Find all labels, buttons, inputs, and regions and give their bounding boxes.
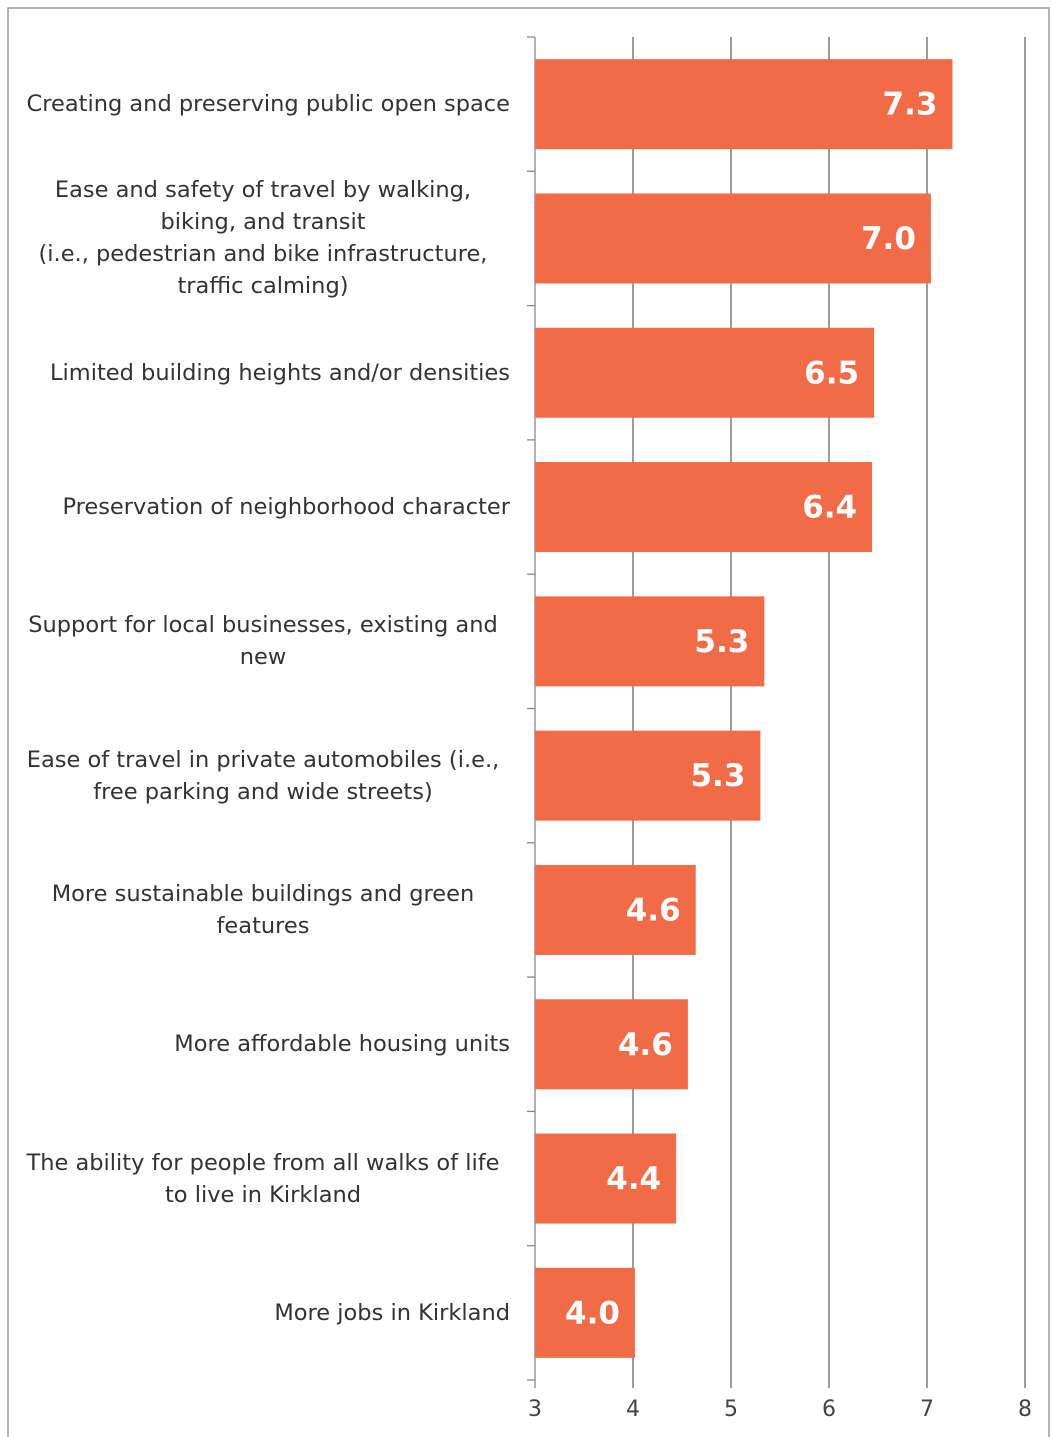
category-label-box: The ability for people from all walks of… (16, 1111, 510, 1245)
chart-frame (7, 7, 1050, 1437)
value-label: 4.4 (606, 1161, 661, 1197)
bar (535, 59, 953, 150)
y-tick-label: Ease and safety of travel by walking, bi… (38, 177, 488, 300)
value-label: 6.5 (804, 355, 859, 391)
bar (535, 462, 873, 553)
x-tick-label: 5 (724, 1397, 738, 1422)
bar (535, 596, 765, 687)
category-label-box: More jobs in Kirkland (16, 1246, 510, 1380)
value-label: 5.3 (690, 758, 745, 794)
category-label-box: Ease of travel in private automobiles (i… (16, 709, 510, 843)
y-tick-label: The ability for people from all walks of… (26, 1149, 500, 1208)
bar (535, 864, 696, 955)
value-label: 7.0 (861, 221, 916, 257)
value-label: 4.6 (618, 1027, 673, 1063)
y-tick-label: More sustainable buildings and green fea… (51, 880, 475, 939)
category-label-box: More affordable housing units (16, 977, 510, 1111)
category-label-box: More sustainable buildings and green fea… (16, 843, 510, 977)
category-label-box: Ease and safety of travel by walking, bi… (16, 171, 510, 305)
value-label: 4.0 (565, 1295, 620, 1331)
value-label: 5.3 (694, 624, 749, 660)
bar (535, 730, 761, 821)
y-tick-label: Preservation of neighborhood character (62, 494, 510, 521)
bar (535, 999, 688, 1090)
bar (535, 193, 931, 284)
x-tick-label: 4 (626, 1397, 640, 1422)
bar (535, 327, 875, 418)
value-label: 4.6 (626, 892, 681, 928)
category-label-box: Preservation of neighborhood character (16, 440, 510, 574)
y-tick-label: Limited building heights and/or densitie… (50, 359, 510, 386)
bar (535, 1267, 635, 1358)
x-tick-label: 3 (528, 1397, 542, 1422)
category-label-box: Creating and preserving public open spac… (16, 37, 510, 171)
x-tick-label: 8 (1018, 1397, 1032, 1422)
x-tick-label: 6 (822, 1397, 836, 1422)
category-label-box: Support for local businesses, existing a… (16, 574, 510, 708)
bar (535, 1133, 677, 1224)
y-tick-label: Creating and preserving public open spac… (26, 91, 510, 118)
x-tick-label: 7 (920, 1397, 934, 1422)
y-tick-label: Ease of travel in private automobiles (i… (26, 746, 500, 805)
category-label-box: Limited building heights and/or densitie… (16, 306, 510, 440)
value-label: 7.3 (883, 87, 938, 123)
y-tick-label: More affordable housing units (174, 1031, 510, 1058)
y-tick-label: More jobs in Kirkland (274, 1299, 510, 1326)
y-tick-label: Support for local businesses, existing a… (28, 612, 498, 671)
value-label: 6.4 (802, 490, 857, 526)
